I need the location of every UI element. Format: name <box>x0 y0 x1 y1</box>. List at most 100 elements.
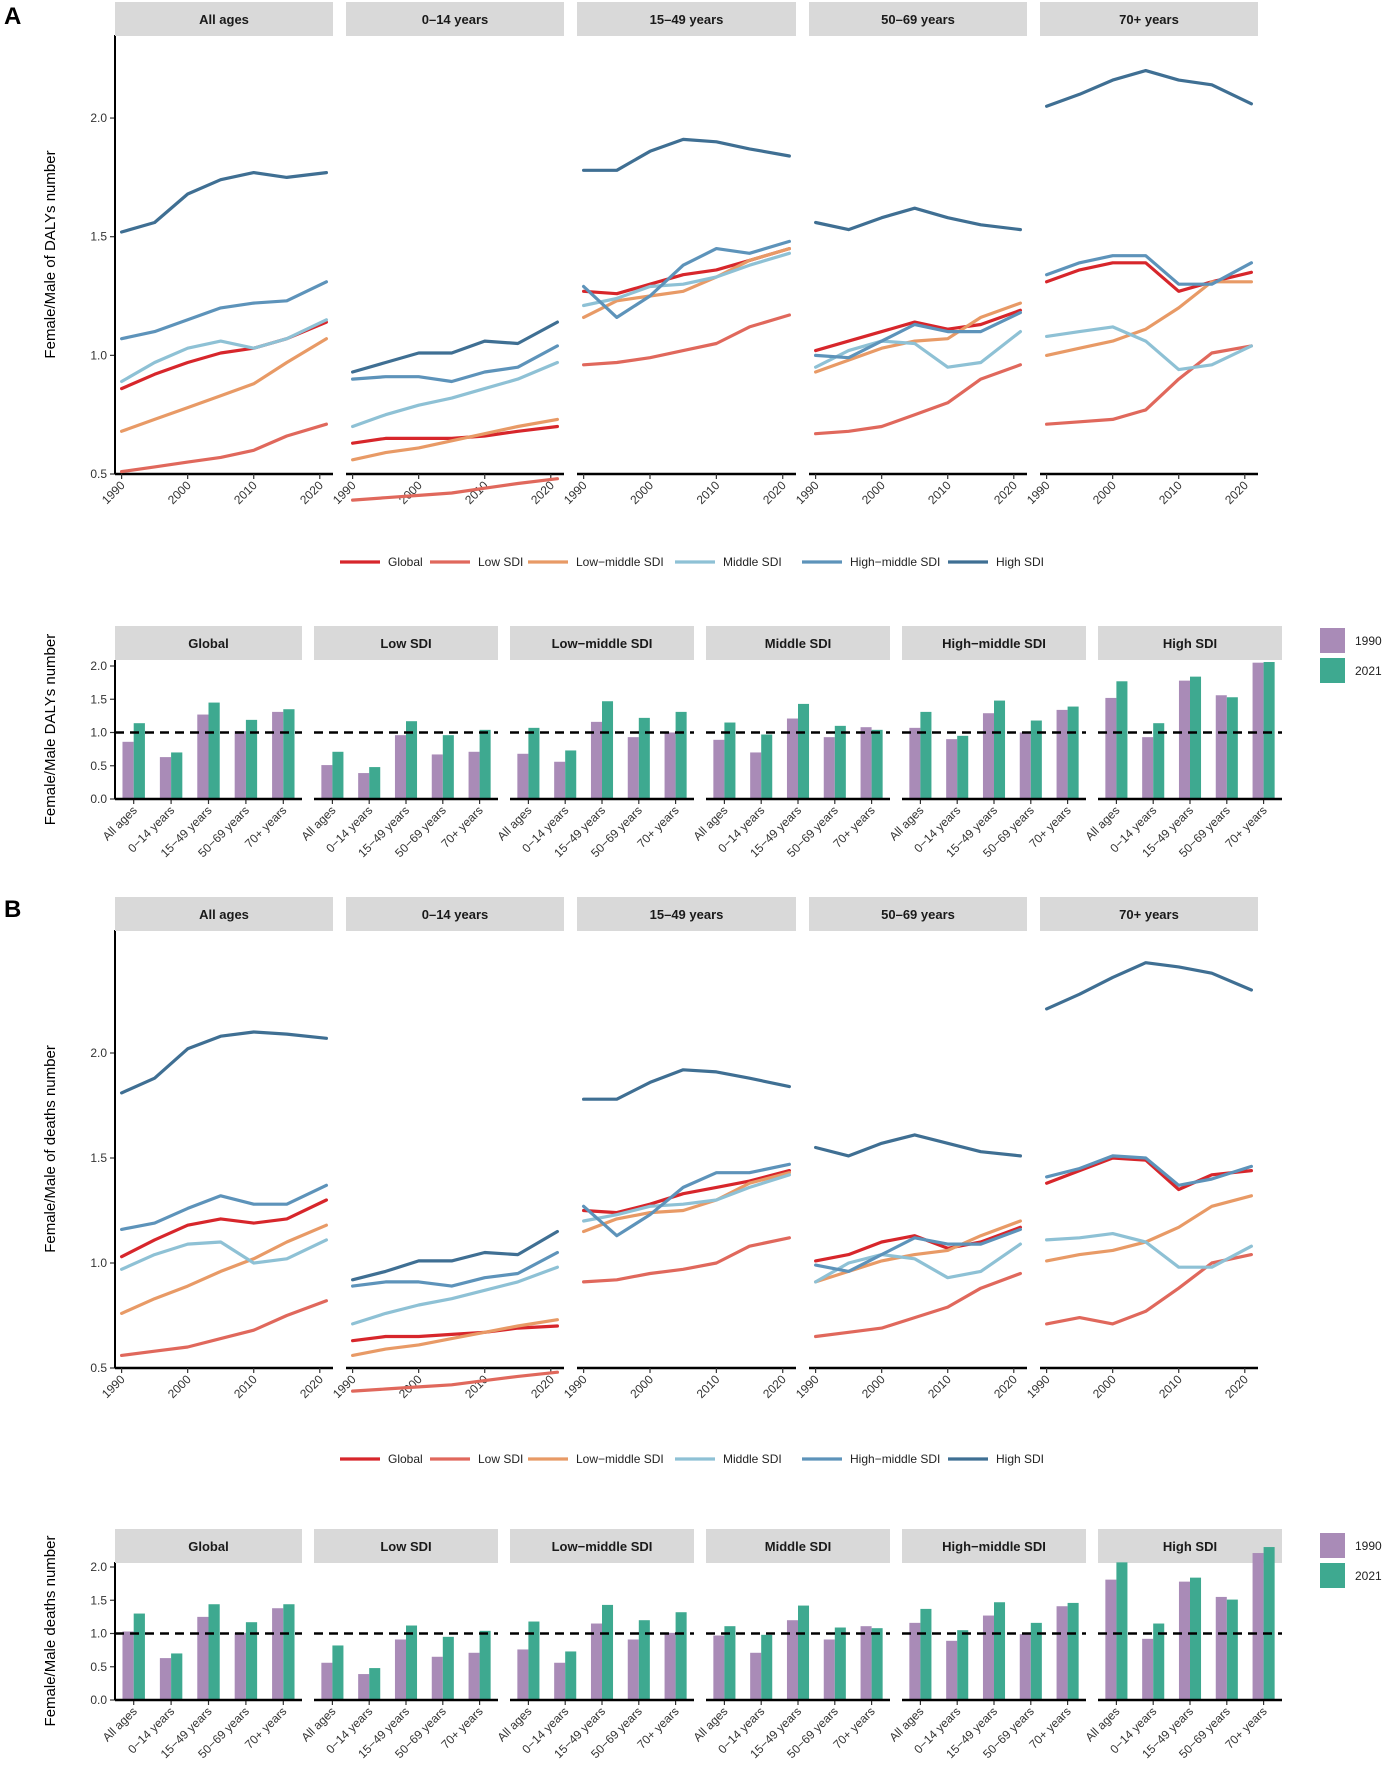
facet-strip <box>706 626 890 660</box>
bar-2021 <box>1263 1547 1275 1700</box>
bar-2021 <box>332 751 344 799</box>
bar-2021 <box>283 709 295 799</box>
bar-1990 <box>122 741 134 799</box>
x-tick-label: 2000 <box>627 1372 656 1401</box>
bar-1990 <box>946 1640 958 1700</box>
bar-1990 <box>321 1662 333 1700</box>
bar-1990 <box>122 1631 134 1700</box>
facet-strip <box>115 2 333 36</box>
bar-2021 <box>406 1625 418 1700</box>
facet-strip <box>346 897 564 931</box>
facet-title: High−middle SDI <box>942 1539 1046 1554</box>
line-chart-0: Female/Male of DALYs number0.51.01.52.0A… <box>42 2 1258 569</box>
bar-2021 <box>406 721 418 799</box>
bar-1990 <box>823 1639 835 1700</box>
series-line <box>813 363 1023 436</box>
bar-2021 <box>1116 1562 1128 1700</box>
series-line <box>813 308 1023 353</box>
bar-1990 <box>159 757 172 799</box>
legend-label: Middle SDI <box>723 555 782 569</box>
series-line <box>119 1223 328 1316</box>
x-tick-label: 2010 <box>1156 1372 1185 1401</box>
facet-strip <box>115 1529 302 1563</box>
x-tick-label: 2020 <box>760 1372 789 1401</box>
bar-2021 <box>283 1604 295 1700</box>
bar-2021 <box>369 1668 381 1700</box>
facet-title: Low−middle SDI <box>552 636 653 651</box>
bar-1990 <box>786 718 798 799</box>
x-tick-label: 2010 <box>231 1372 260 1401</box>
bar-1990 <box>627 737 639 799</box>
bar-1990 <box>234 731 246 799</box>
bar-1990 <box>664 1632 676 1700</box>
series-line <box>581 1171 792 1234</box>
legend-swatch-2021 <box>1320 658 1345 683</box>
bar-2021 <box>1226 1599 1238 1700</box>
bar-2021 <box>638 717 650 799</box>
y-tick-label: 1.0 <box>90 1256 107 1270</box>
x-tick-label: 2010 <box>462 1372 491 1401</box>
legend-label: Low−middle SDI <box>576 1452 664 1466</box>
bar-2021 <box>602 701 614 799</box>
bar-1990 <box>197 1616 209 1700</box>
facet-title: 15–49 years <box>650 12 724 27</box>
line-legend: Global Low SDI Low−middle SDI Middle SDI Hig… <box>340 1452 1044 1466</box>
bar-1990 <box>554 761 566 799</box>
bar-1990 <box>1142 737 1154 799</box>
bar-2021 <box>565 1651 577 1700</box>
x-tick-label: 2000 <box>165 1372 194 1401</box>
facet-title: All ages <box>199 12 249 27</box>
legend-label: Low−middle SDI <box>576 555 664 569</box>
bar-2021 <box>994 1602 1006 1700</box>
facet-title: High SDI <box>1163 636 1217 651</box>
x-tick-label: 2010 <box>231 478 260 507</box>
x-tick-label: 1990 <box>330 478 359 507</box>
bar-1990 <box>627 1639 639 1700</box>
bar-2021 <box>638 1620 650 1700</box>
facet-0: All ages 1990 2000 2010 2020 <box>99 2 333 507</box>
series-line <box>813 1242 1023 1284</box>
bar-2021 <box>1153 723 1165 799</box>
x-tick-label: 2000 <box>1090 1372 1119 1401</box>
bar-2021 <box>798 703 810 799</box>
panel-label-b: B <box>4 896 21 923</box>
bar-1990 <box>272 711 284 799</box>
bar-1990 <box>909 727 921 799</box>
series-line <box>581 1236 792 1284</box>
series-line <box>581 1168 792 1215</box>
legend-label: 2021 <box>1355 664 1382 678</box>
bar-1990 <box>159 1658 172 1700</box>
bar-2021 <box>1226 697 1238 799</box>
facet-title: Low−middle SDI <box>552 1539 653 1554</box>
series-line <box>581 247 792 296</box>
bar-1990 <box>1019 1634 1031 1700</box>
bar-1990 <box>1252 662 1264 799</box>
x-tick-label: 2000 <box>165 478 194 507</box>
bar-1990 <box>590 721 602 799</box>
bar-legend: 1990 2021 <box>1320 628 1382 683</box>
bar-2021 <box>1153 1623 1165 1700</box>
bar-1990 <box>517 753 529 799</box>
y-tick-label: 2.0 <box>90 1560 107 1574</box>
facet-strip <box>115 626 302 660</box>
series-line <box>581 313 792 367</box>
legend-label: Middle SDI <box>723 1452 782 1466</box>
bar-2021 <box>724 1626 736 1700</box>
series-line <box>813 330 1023 369</box>
legend-label: Global <box>388 555 423 569</box>
bar-2021 <box>675 1612 687 1700</box>
x-tick-label: 2000 <box>859 1372 888 1401</box>
x-tick-label: 2000 <box>627 478 656 507</box>
bar-1990 <box>358 773 370 799</box>
bar-1990 <box>860 1626 872 1700</box>
series-line <box>1044 254 1254 286</box>
series-line <box>581 1068 792 1101</box>
bar-2021 <box>920 711 932 799</box>
facet-title: 70+ years <box>1119 12 1179 27</box>
facet-3: 50–69 years 1990 2000 2010 2020 <box>793 2 1027 507</box>
bar-2021 <box>1116 681 1128 799</box>
series-line <box>581 1173 792 1223</box>
bar-1990 <box>713 739 725 799</box>
